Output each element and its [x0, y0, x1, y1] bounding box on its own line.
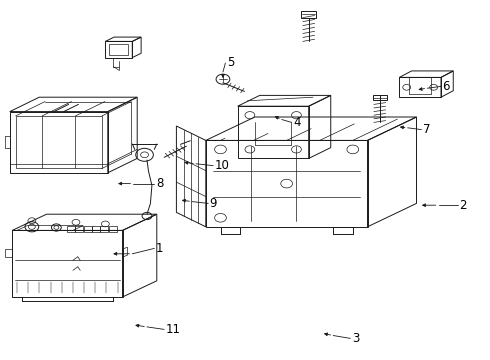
- Bar: [75, 226, 83, 232]
- Bar: [67, 226, 75, 232]
- Text: 1: 1: [156, 242, 163, 255]
- Bar: [92, 226, 100, 232]
- Text: 11: 11: [166, 323, 181, 336]
- Text: 2: 2: [460, 199, 467, 212]
- Text: 10: 10: [215, 159, 229, 172]
- Bar: [109, 226, 117, 232]
- Text: 6: 6: [442, 80, 450, 93]
- Text: 8: 8: [156, 177, 163, 190]
- Text: 4: 4: [293, 116, 300, 129]
- Text: 5: 5: [227, 57, 234, 69]
- Text: 7: 7: [423, 123, 430, 136]
- Bar: [100, 226, 108, 232]
- Text: 9: 9: [210, 197, 217, 210]
- Bar: [84, 226, 92, 232]
- Text: 3: 3: [352, 332, 359, 345]
